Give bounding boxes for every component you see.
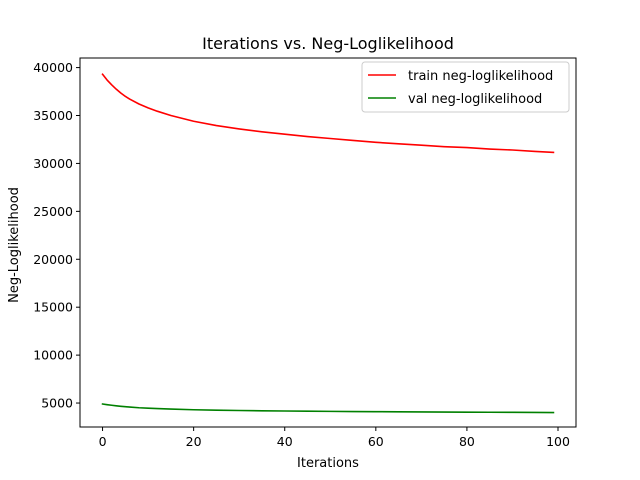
y-tick-label: 5000 (41, 396, 73, 411)
chart-title: Iterations vs. Neg-Loglikelihood (202, 34, 454, 53)
series-line-train (101, 73, 555, 154)
legend-box (361, 61, 570, 113)
y-tick-label: 40000 (33, 60, 73, 75)
legend: train neg-loglikelihood val neg-loglikel… (361, 61, 570, 113)
series-line-val (101, 403, 555, 414)
y-tick-label: 10000 (33, 348, 73, 363)
axis-ticks: 0 20 40 60 80 100 5000 10000 15000 20000 25000 3000… (33, 60, 570, 449)
y-tick-label: 30000 (33, 156, 73, 171)
x-axis-label: Iterations (297, 456, 359, 471)
plot-frame (79, 57, 577, 428)
x-tick-label: 80 (459, 434, 475, 449)
y-tick-label: 35000 (33, 108, 73, 123)
x-tick-label: 100 (546, 434, 570, 449)
x-tick-label: 0 (99, 434, 107, 449)
y-axis-label: Neg-Loglikelihood (7, 187, 22, 303)
legend-label-train: train neg-loglikelihood (408, 69, 553, 84)
y-tick-label: 25000 (33, 204, 73, 219)
y-tick-label: 15000 (33, 300, 73, 315)
x-tick-label: 20 (186, 434, 202, 449)
x-tick-label: 60 (368, 434, 384, 449)
y-tick-label: 20000 (33, 252, 73, 267)
legend-label-val: val neg-loglikelihood (408, 92, 542, 107)
series-lines (101, 73, 555, 414)
x-tick-label: 40 (277, 434, 293, 449)
